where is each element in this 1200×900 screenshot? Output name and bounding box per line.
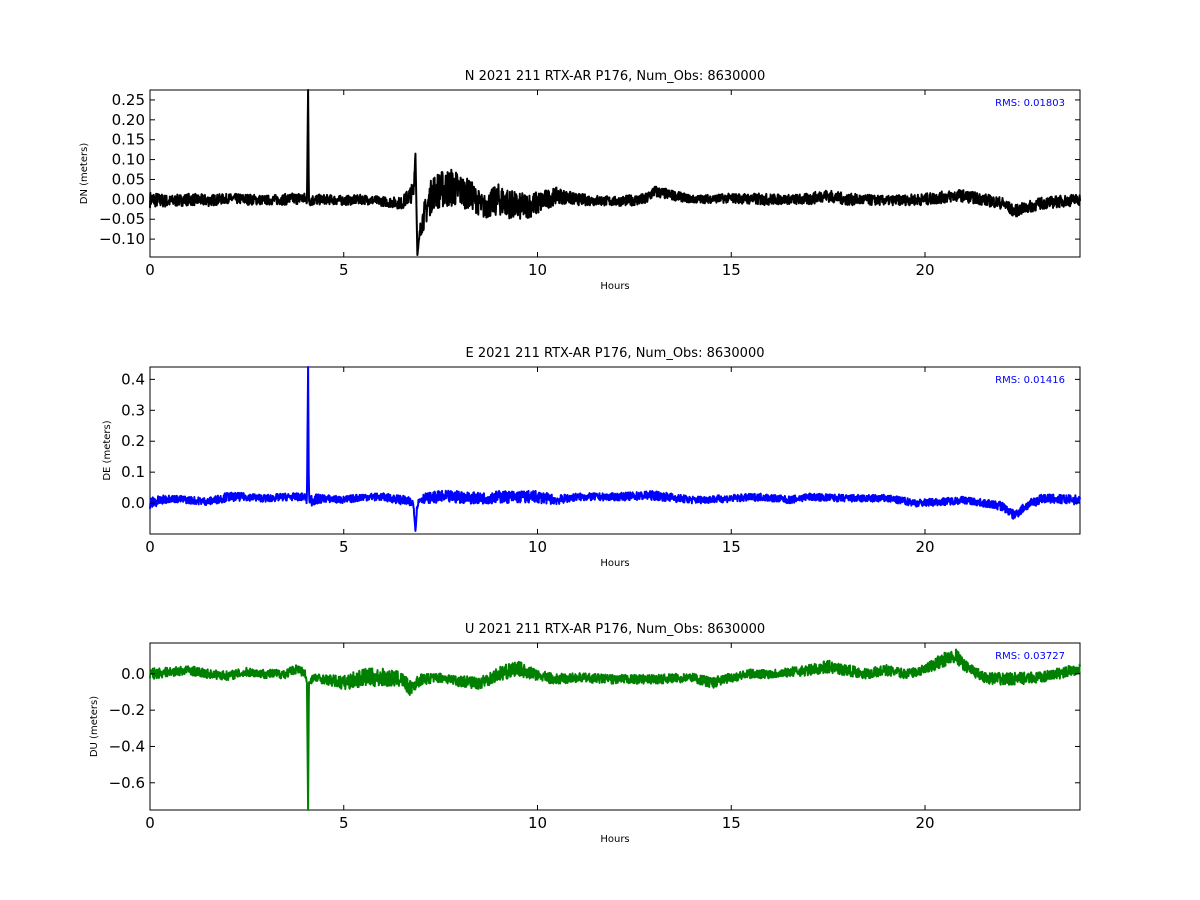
series-layer: [149, 89, 1081, 257]
y-tick-label: 0.10: [112, 151, 145, 169]
y-tick-label: −0.05: [99, 210, 145, 228]
x-tick-label: 20: [915, 261, 934, 279]
series-layer: [149, 648, 1081, 811]
x-tick-label: 5: [339, 261, 349, 279]
series-line-0: [149, 89, 1081, 257]
x-tick-label: 10: [528, 814, 547, 832]
y-tick-label: 0.3: [121, 401, 145, 419]
y-tick-label: 0.25: [112, 91, 145, 109]
y-tick-label: 0.1: [121, 463, 145, 481]
x-axis-label: Hours: [600, 281, 629, 292]
x-tick-label: 20: [915, 538, 934, 556]
y-tick-label: −0.10: [99, 230, 145, 248]
x-tick-label: 15: [722, 538, 741, 556]
y-tick-label: −0.6: [109, 774, 145, 792]
series-line-0: [149, 648, 1081, 811]
y-tick-label: 0.2: [121, 432, 145, 450]
y-tick-label: −0.4: [109, 737, 145, 755]
y-axis-label: DU (meters): [89, 696, 100, 757]
y-tick-label: 0.00: [112, 190, 145, 208]
y-axis-label: DN (meters): [79, 143, 90, 205]
y-tick-label: −0.2: [109, 701, 145, 719]
x-tick-label: 5: [339, 814, 349, 832]
x-axis-label: Hours: [600, 834, 629, 845]
x-tick-label: 15: [722, 261, 741, 279]
chart-title: N 2021 211 RTX-AR P176, Num_Obs: 8630000: [465, 69, 765, 84]
rms-annotation: RMS: 0.01803: [995, 98, 1065, 109]
chart-title: U 2021 211 RTX-AR P176, Num_Obs: 8630000: [465, 622, 765, 637]
y-axis-label: DE (meters): [102, 420, 113, 480]
panel-north: 0 5 10 15 20 −0.10 −0.05 0.00 0.050.10 0.15 0.20 0.…: [79, 69, 1081, 292]
series-layer: [149, 366, 1081, 532]
ticks-layer: 0 5 10 15 20 −0.10 −0.05 0.00 0.050.10 0.15 0.20 0.…: [99, 90, 1080, 279]
x-tick-label: 20: [915, 814, 934, 832]
x-tick-label: 10: [528, 538, 547, 556]
plot-frame: [149, 89, 1081, 258]
y-tick-label: 0.05: [112, 170, 145, 188]
y-tick-label: 0.0: [121, 494, 145, 512]
rms-annotation: RMS: 0.01416: [995, 375, 1065, 386]
x-tick-label: 0: [145, 261, 155, 279]
x-tick-label: 15: [722, 814, 741, 832]
panel-up: 0 5 10 15 20 −0.6 −0.4 −0.2 0.0 U 2021 211 RTX-A…: [89, 622, 1081, 845]
plot-frame: [149, 366, 1081, 535]
x-tick-label: 0: [145, 538, 155, 556]
rms-annotation: RMS: 0.03727: [995, 651, 1065, 662]
y-tick-label: 0.15: [112, 131, 145, 149]
x-axis-label: Hours: [600, 558, 629, 569]
y-tick-label: 0.0: [121, 665, 145, 683]
x-tick-label: 10: [528, 261, 547, 279]
x-tick-label: 0: [145, 814, 155, 832]
y-tick-label: 0.4: [121, 370, 145, 388]
x-tick-label: 5: [339, 538, 349, 556]
series-line-0: [149, 366, 1081, 532]
chart-title: E 2021 211 RTX-AR P176, Num_Obs: 8630000: [466, 346, 765, 361]
ticks-layer: 0 5 10 15 20 −0.6 −0.4 −0.2 0.0: [109, 643, 1080, 832]
panel-east: 0 5 10 15 20 0.0 0.1 0.2 0.3 0.4 E 2021 211 RTX-A…: [102, 346, 1081, 569]
plot-frame: [149, 642, 1081, 811]
y-tick-label: 0.20: [112, 111, 145, 129]
ticks-layer: 0 5 10 15 20 0.0 0.1 0.2 0.3 0.4: [121, 367, 1080, 556]
